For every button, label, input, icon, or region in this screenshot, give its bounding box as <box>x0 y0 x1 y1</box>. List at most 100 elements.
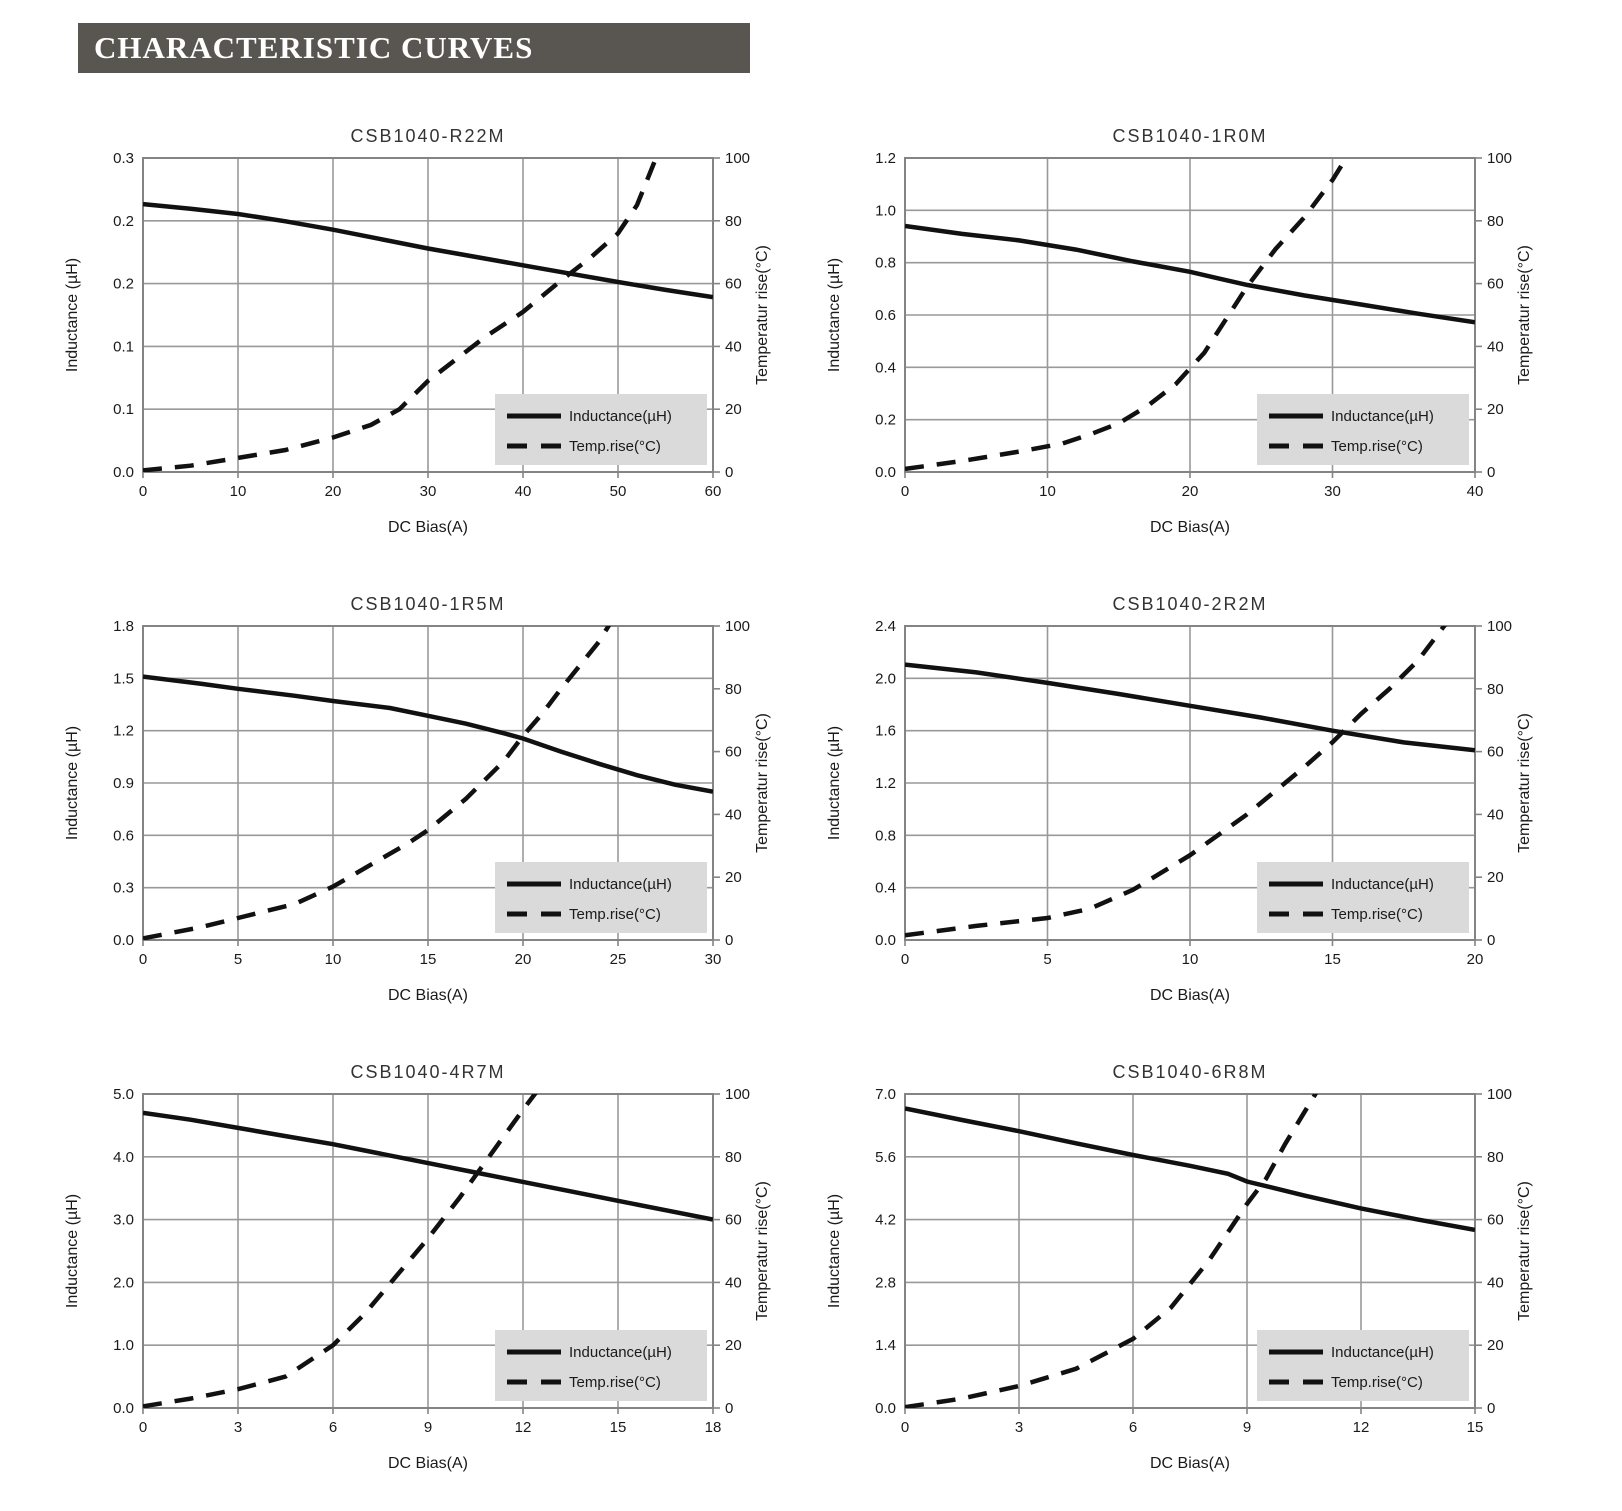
y-tick-label-right: 100 <box>1487 150 1512 167</box>
x-tick-label: 15 <box>1467 1419 1484 1436</box>
y-tick-label-left: 2.4 <box>875 618 896 635</box>
legend-label-temp-rise: Temp.rise(°C) <box>569 1374 661 1391</box>
y-axis-label-left: Inductance (µH) <box>64 726 81 840</box>
y-axis-label-left: Inductance (µH) <box>826 726 843 840</box>
temp-rise-curve <box>143 626 612 940</box>
y-tick-label-left: 1.6 <box>875 723 896 740</box>
y-tick-label-left: 7.0 <box>875 1086 896 1103</box>
x-tick-label: 10 <box>325 951 342 968</box>
y-tick-label-right: 60 <box>1487 1212 1504 1229</box>
y-tick-label-left: 0.8 <box>875 255 896 272</box>
inductance-curve <box>143 201 713 300</box>
y-tick-label-right: 100 <box>725 618 750 635</box>
legend: Inductance(µH) Temp.rise(°C) <box>1257 1330 1469 1401</box>
x-axis-label: DC Bias(A) <box>1150 1455 1230 1472</box>
y-tick-label-left: 0.3 <box>113 150 134 167</box>
y-axis-label-right: Temperatur rise(°C) <box>1516 1181 1533 1321</box>
chart-title: CSB1040-1R0M <box>1112 126 1267 146</box>
plot-border <box>142 1093 714 1409</box>
y-tick-label-left: 0.0 <box>113 464 134 481</box>
y-tick-label-right: 20 <box>1487 401 1504 418</box>
chart-svg: CSB1040-1R0M 1.2 1.0 0.8 0.6 0.4 0.2 0.0 0 10 20 30… <box>826 126 1533 536</box>
y-tick-label-left: 5.0 <box>113 1086 134 1103</box>
chart-CSB1040-1R5M: CSB1040-1R5M 1.8 1.5 1.2 0.9 0.6 0.3 0.0 0 5 10 15 2… <box>55 588 785 1028</box>
legend-item-temp-rise: Temp.rise(°C) <box>507 438 661 455</box>
x-tick-label: 9 <box>424 1419 432 1436</box>
x-tick-label: 30 <box>420 483 437 500</box>
legend-label-temp-rise: Temp.rise(°C) <box>1331 1374 1423 1391</box>
legend-item-temp-rise: Temp.rise(°C) <box>1269 906 1423 923</box>
x-tick-label: 40 <box>1467 483 1484 500</box>
x-tick-label: 20 <box>325 483 342 500</box>
chart-title: CSB1040-R22M <box>350 126 505 146</box>
x-tick-label: 20 <box>1182 483 1199 500</box>
y-tick-label-left: 0.1 <box>113 338 134 355</box>
y-tick-label-right: 40 <box>725 806 742 823</box>
legend-box <box>495 1330 707 1401</box>
y-tick-label-right: 20 <box>1487 1337 1504 1354</box>
y-axis-label-right: Temperatur rise(°C) <box>1516 713 1533 853</box>
y-tick-label-right: 20 <box>725 869 742 886</box>
chart-title: CSB1040-1R5M <box>350 594 505 614</box>
y-tick-label-left: 0.4 <box>875 359 896 376</box>
legend-box <box>1257 394 1469 465</box>
chart-CSB1040-4R7M: CSB1040-4R7M 5.0 4.0 3.0 2.0 1.0 0.0 0 3 6 9 12 15 18… <box>55 1056 785 1496</box>
y-tick-label-right: 60 <box>725 744 742 761</box>
y-tick-label-left: 0.2 <box>113 276 134 293</box>
legend-item-temp-rise: Temp.rise(°C) <box>1269 438 1423 455</box>
y-tick-label-left: 0.9 <box>113 775 134 792</box>
section-header-title: CHARACTERISTIC CURVES <box>94 30 534 65</box>
y-tick-label-right: 40 <box>725 338 742 355</box>
y-tick-label-left: 0.6 <box>875 307 896 324</box>
legend-item-inductance: Inductance(µH) <box>1269 408 1434 425</box>
x-axis-label: DC Bias(A) <box>388 1455 468 1472</box>
charts-grid: CSB1040-R22M 0.3 0.2 0.2 0.1 0.1 0.0 0 10 20 30 40 5… <box>55 120 1547 1496</box>
chart-svg: CSB1040-R22M 0.3 0.2 0.2 0.1 0.1 0.0 0 10 20 30 40 5… <box>64 126 771 536</box>
x-tick-label: 18 <box>705 1419 722 1436</box>
y-tick-label-right: 40 <box>1487 1274 1504 1291</box>
legend-label-temp-rise: Temp.rise(°C) <box>569 906 661 923</box>
y-tick-label-left: 4.0 <box>113 1149 134 1166</box>
y-tick-label-left: 0.4 <box>875 880 896 897</box>
x-tick-label: 3 <box>234 1419 242 1436</box>
y-tick-label-right: 0 <box>1487 464 1495 481</box>
legend-item-temp-rise: Temp.rise(°C) <box>507 906 661 923</box>
x-tick-label: 15 <box>610 1419 627 1436</box>
y-tick-label-left: 1.8 <box>113 618 134 635</box>
legend-item-inductance: Inductance(µH) <box>507 876 672 893</box>
y-tick-label-right: 60 <box>725 276 742 293</box>
x-tick-label: 0 <box>901 1419 909 1436</box>
y-tick-label-right: 100 <box>1487 1086 1512 1103</box>
temp-rise-curve <box>905 626 1447 938</box>
x-tick-label: 15 <box>420 951 437 968</box>
legend-box <box>1257 862 1469 933</box>
x-tick-label: 30 <box>705 951 722 968</box>
chart-CSB1040-1R0M: CSB1040-1R0M 1.2 1.0 0.8 0.6 0.4 0.2 0.0 0 10 20 30… <box>817 120 1547 560</box>
legend-label-temp-rise: Temp.rise(°C) <box>569 438 661 455</box>
y-tick-label-right: 40 <box>1487 806 1504 823</box>
y-tick-label-left: 3.0 <box>113 1212 134 1229</box>
y-tick-label-right: 0 <box>1487 932 1495 949</box>
x-tick-label: 5 <box>234 951 242 968</box>
legend-box <box>495 394 707 465</box>
legend-item-inductance: Inductance(µH) <box>507 1344 672 1361</box>
legend-label-inductance: Inductance(µH) <box>1331 1344 1434 1361</box>
temp-rise-curve <box>905 158 1349 472</box>
chart-title: CSB1040-4R7M <box>350 1062 505 1082</box>
chart-title: CSB1040-6R8M <box>1112 1062 1267 1082</box>
y-tick-label-left: 0.3 <box>113 880 134 897</box>
x-tick-label: 10 <box>1039 483 1056 500</box>
y-tick-label-right: 40 <box>1487 338 1504 355</box>
x-tick-label: 20 <box>515 951 532 968</box>
inductance-curve <box>905 223 1475 325</box>
x-axis-label: DC Bias(A) <box>388 519 468 536</box>
y-tick-label-left: 4.2 <box>875 1212 896 1229</box>
y-axis-label-right: Temperatur rise(°C) <box>754 1181 771 1321</box>
x-tick-label: 0 <box>139 1419 147 1436</box>
legend-label-temp-rise: Temp.rise(°C) <box>1331 906 1423 923</box>
x-tick-label: 6 <box>1129 1419 1137 1436</box>
temp-rise-curve <box>905 1094 1319 1408</box>
plot-border <box>142 157 714 473</box>
y-tick-label-left: 1.2 <box>875 775 896 792</box>
y-tick-label-left: 1.2 <box>875 150 896 167</box>
